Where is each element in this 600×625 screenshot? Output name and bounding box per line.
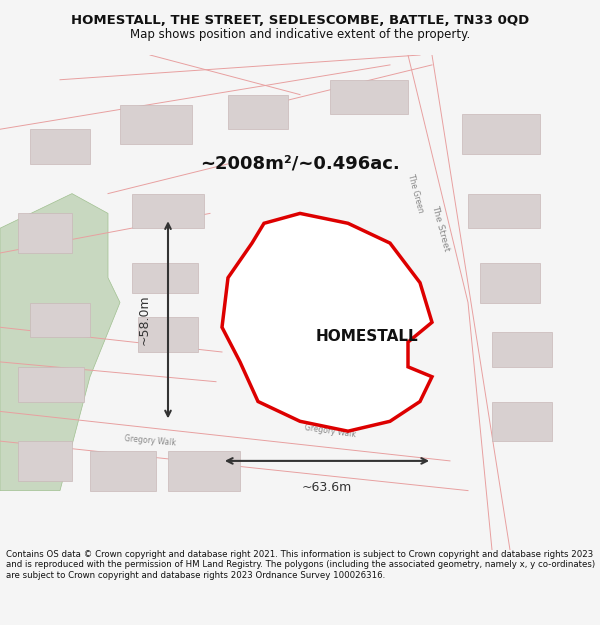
Polygon shape — [480, 263, 540, 302]
Polygon shape — [90, 451, 156, 491]
Polygon shape — [330, 80, 408, 114]
Polygon shape — [168, 451, 240, 491]
Polygon shape — [18, 213, 72, 253]
Polygon shape — [30, 302, 90, 337]
Polygon shape — [492, 332, 552, 367]
Polygon shape — [132, 194, 204, 228]
Polygon shape — [228, 94, 288, 129]
Polygon shape — [30, 129, 90, 164]
Polygon shape — [492, 401, 552, 441]
Polygon shape — [222, 213, 432, 431]
Text: Contains OS data © Crown copyright and database right 2021. This information is : Contains OS data © Crown copyright and d… — [6, 550, 595, 580]
Text: ~63.6m: ~63.6m — [302, 481, 352, 494]
Polygon shape — [18, 441, 72, 481]
Polygon shape — [138, 318, 198, 352]
Text: HOMESTALL, THE STREET, SEDLESCOMBE, BATTLE, TN33 0QD: HOMESTALL, THE STREET, SEDLESCOMBE, BATT… — [71, 14, 529, 27]
Text: ~58.0m: ~58.0m — [137, 294, 151, 345]
Polygon shape — [468, 194, 540, 228]
Polygon shape — [132, 263, 198, 292]
Text: HOMESTALL: HOMESTALL — [316, 329, 418, 344]
Text: The Green: The Green — [406, 173, 425, 214]
Text: ~2008m²/~0.496ac.: ~2008m²/~0.496ac. — [200, 155, 400, 173]
Polygon shape — [462, 114, 540, 154]
Polygon shape — [18, 367, 84, 401]
Text: Gregory Walk: Gregory Walk — [124, 434, 176, 448]
Text: Map shows position and indicative extent of the property.: Map shows position and indicative extent… — [130, 28, 470, 41]
Text: Gregory Walk: Gregory Walk — [304, 423, 356, 439]
Text: The Street: The Street — [431, 204, 451, 252]
Polygon shape — [0, 194, 120, 491]
Polygon shape — [120, 104, 192, 144]
